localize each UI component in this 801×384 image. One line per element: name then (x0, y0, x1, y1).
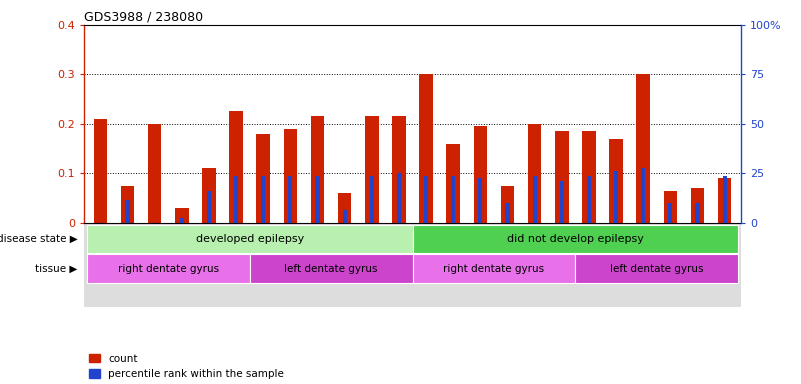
Bar (555, 131, 569, 223)
Bar (121, 185, 135, 223)
Bar (587, 176, 591, 223)
Bar (690, 188, 704, 223)
Bar (316, 176, 320, 223)
Bar (610, 139, 623, 223)
Bar (202, 168, 215, 223)
Bar (261, 176, 265, 223)
Bar (501, 185, 514, 223)
Text: did not develop epilepsy: did not develop epilepsy (507, 234, 644, 244)
Bar (284, 129, 297, 223)
Bar (288, 176, 292, 223)
Bar (175, 208, 188, 223)
Bar (663, 190, 677, 223)
FancyBboxPatch shape (250, 254, 413, 283)
Bar (668, 203, 672, 223)
Bar (311, 116, 324, 223)
Bar (148, 124, 162, 223)
Bar (641, 168, 646, 223)
Text: tissue ▶: tissue ▶ (35, 263, 78, 274)
Bar (179, 218, 184, 223)
Text: developed epilepsy: developed epilepsy (195, 234, 304, 244)
Bar (560, 181, 564, 223)
Bar (424, 176, 428, 223)
Bar (637, 74, 650, 223)
Bar (446, 144, 460, 223)
Text: right dentate gyrus: right dentate gyrus (118, 263, 219, 274)
Bar (229, 111, 243, 223)
Text: disease state ▶: disease state ▶ (0, 234, 78, 244)
Text: left dentate gyrus: left dentate gyrus (610, 263, 703, 274)
FancyBboxPatch shape (575, 254, 739, 283)
Bar (234, 176, 238, 223)
Bar (582, 131, 596, 223)
Bar (718, 178, 731, 223)
Bar (505, 203, 509, 223)
Bar (256, 134, 270, 223)
Bar (338, 193, 352, 223)
Bar (533, 176, 537, 223)
Bar (528, 124, 541, 223)
Bar (343, 210, 347, 223)
FancyBboxPatch shape (87, 254, 250, 283)
FancyBboxPatch shape (413, 225, 739, 253)
Bar (473, 126, 487, 223)
Bar (126, 200, 130, 223)
FancyBboxPatch shape (87, 225, 413, 253)
Bar (695, 203, 699, 223)
Bar (478, 178, 482, 223)
Bar (370, 176, 374, 223)
Bar (94, 119, 107, 223)
Bar (723, 176, 727, 223)
Text: GDS3988 / 238080: GDS3988 / 238080 (84, 11, 203, 24)
FancyBboxPatch shape (413, 254, 575, 283)
Text: left dentate gyrus: left dentate gyrus (284, 263, 378, 274)
Bar (207, 190, 211, 223)
Bar (365, 116, 379, 223)
Text: right dentate gyrus: right dentate gyrus (444, 263, 545, 274)
Bar (614, 171, 618, 223)
Bar (397, 173, 401, 223)
Bar (392, 116, 406, 223)
Legend: count, percentile rank within the sample: count, percentile rank within the sample (90, 354, 284, 379)
Bar (451, 176, 455, 223)
Bar (419, 74, 433, 223)
